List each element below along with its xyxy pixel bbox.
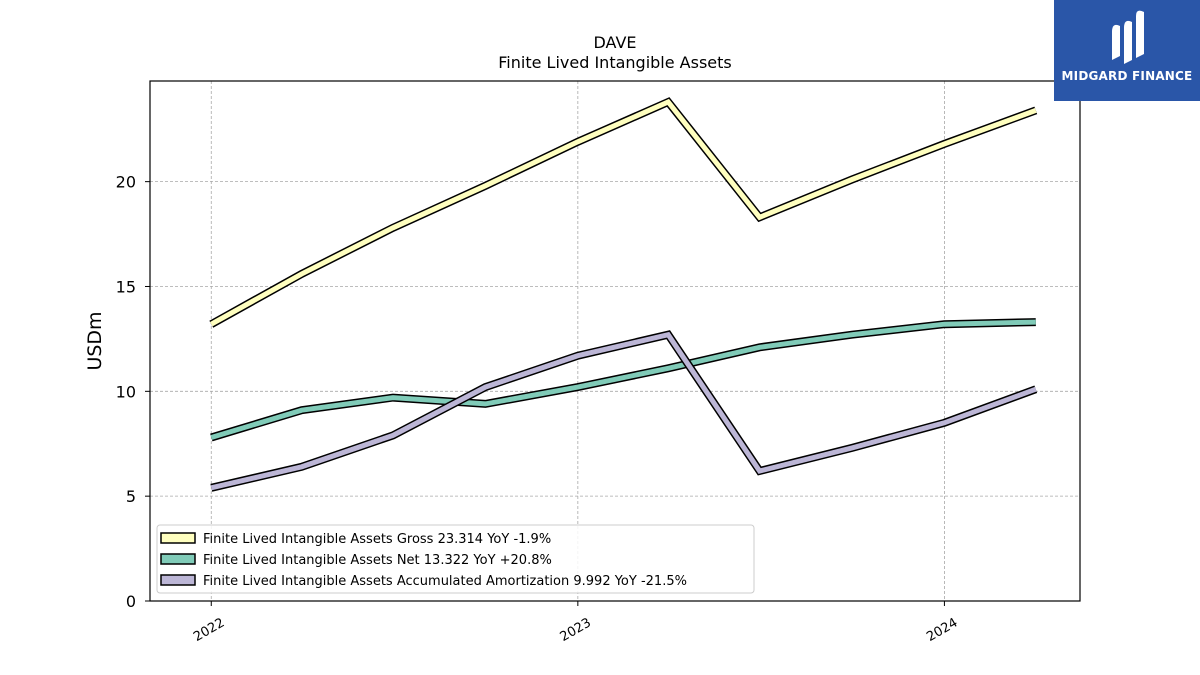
legend-box <box>156 524 755 594</box>
series-line-2 <box>210 319 1036 440</box>
y-tick-label: 0 <box>126 592 136 611</box>
legend-swatch <box>160 532 196 544</box>
x-tick-label: 2022 <box>191 615 227 645</box>
y-tick-label: 5 <box>126 487 136 506</box>
legend-entry: Finite Lived Intangible Assets Gross 23.… <box>203 532 551 547</box>
legend-swatch <box>160 553 196 565</box>
legend-entry: Finite Lived Intangible Assets Net 13.32… <box>203 553 552 568</box>
series-line-outline <box>209 97 1038 328</box>
plot-lines <box>209 97 1038 492</box>
x-tick-label: 2023 <box>558 615 594 645</box>
y-tick-label: 15 <box>116 277 136 296</box>
series-line-1 <box>210 98 1037 327</box>
plot-frame <box>149 80 1081 602</box>
series-line-outline <box>210 330 1038 492</box>
x-tick-label: 2024 <box>924 615 960 645</box>
brand-name: MIDGARD FINANCE <box>1061 69 1193 83</box>
y-tick-label: 20 <box>116 173 136 192</box>
y-axis-label: USDm <box>84 311 106 370</box>
brand-logo: MIDGARD FINANCE <box>1054 0 1200 101</box>
y-tick-label: 10 <box>116 382 136 401</box>
legend-entry: Finite Lived Intangible Assets Accumulat… <box>203 574 687 589</box>
series-line-3 <box>210 331 1037 491</box>
legend: Finite Lived Intangible Assets Gross 23.… <box>156 524 755 594</box>
legend-swatch <box>160 574 196 586</box>
grid <box>150 81 1080 601</box>
logo-mark-icon <box>1112 10 1144 64</box>
chart-title: DAVE <box>593 33 636 52</box>
chart-subtitle: Finite Lived Intangible Assets <box>498 53 731 72</box>
